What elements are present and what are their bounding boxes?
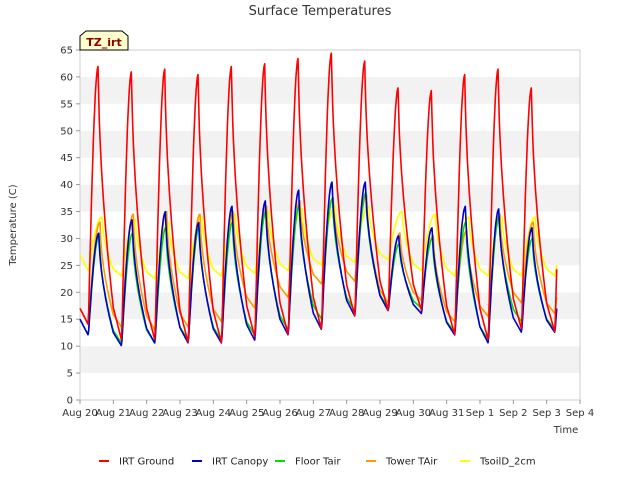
grid-band bbox=[80, 76, 580, 104]
y-axis: 0 5 10 15 20 25 30 35 40 45 50 55 60 65 bbox=[60, 46, 80, 407]
x-tick-label: Aug 28 bbox=[329, 408, 364, 419]
grid-band bbox=[80, 130, 580, 158]
x-tick-label: Sep 2 bbox=[499, 408, 527, 419]
y-tick-label: 0 bbox=[67, 396, 73, 407]
x-tick-label: Aug 22 bbox=[129, 408, 164, 419]
grid-band bbox=[80, 265, 580, 293]
y-tick-label: 45 bbox=[60, 153, 73, 164]
x-tick-label: Aug 24 bbox=[196, 408, 231, 419]
x-tick-label: Aug 29 bbox=[362, 408, 397, 419]
grid-band bbox=[80, 238, 580, 266]
x-tick-label: Aug 30 bbox=[396, 408, 431, 419]
x-tick-label: Aug 21 bbox=[96, 408, 131, 419]
legend-label: IRT Canopy bbox=[212, 457, 268, 468]
legend-label: TsoilD_2cm bbox=[479, 457, 536, 468]
x-tick-label: Aug 31 bbox=[429, 408, 464, 419]
series-line-tsoild-2cm bbox=[79, 205, 558, 280]
x-tick-label: Aug 23 bbox=[162, 408, 197, 419]
plot-frame bbox=[79, 49, 581, 401]
site-label-shape bbox=[79, 30, 129, 51]
y-tick-label: 60 bbox=[60, 72, 73, 83]
grid-band bbox=[80, 292, 580, 320]
y-tick-label: 10 bbox=[60, 342, 73, 353]
series-line-irt-ground bbox=[79, 52, 558, 344]
plot-background-bands bbox=[80, 50, 580, 400]
y-tick-label: 50 bbox=[60, 126, 73, 137]
x-tick-label: Sep 3 bbox=[532, 408, 560, 419]
legend-label: IRT Ground bbox=[119, 457, 174, 468]
legend-label: Floor Tair bbox=[295, 457, 341, 468]
legend: IRT Ground IRT Canopy Floor Tair Tower TAir… bbox=[99, 457, 536, 468]
x-tick-label: Sep 4 bbox=[566, 408, 594, 419]
grid-band bbox=[80, 103, 580, 131]
y-tick-label: 55 bbox=[60, 99, 73, 110]
y-axis-title: Temperature (C) bbox=[8, 184, 19, 266]
y-tick-label: 40 bbox=[60, 180, 73, 191]
legend-label: Tower TAir bbox=[385, 457, 438, 468]
site-label-box: TZ_irt bbox=[79, 30, 129, 51]
grid-band bbox=[80, 346, 580, 374]
x-tick-label: Aug 26 bbox=[262, 408, 297, 419]
y-tick-label: 25 bbox=[60, 261, 73, 272]
y-tick-label: 35 bbox=[60, 207, 73, 218]
chart-title: Surface Temperatures bbox=[249, 4, 392, 19]
site-label-text: TZ_irt bbox=[86, 36, 121, 49]
y-tick-label: 65 bbox=[60, 46, 73, 57]
y-tick-label: 15 bbox=[60, 315, 73, 326]
y-tick-label: 30 bbox=[60, 234, 73, 245]
x-tick-label: Aug 27 bbox=[296, 408, 331, 419]
x-tick-label: Sep 1 bbox=[466, 408, 494, 419]
grid-band bbox=[80, 319, 580, 347]
grid-band bbox=[80, 373, 580, 400]
y-tick-label: 5 bbox=[67, 369, 73, 380]
x-tick-label: Aug 20 bbox=[62, 408, 97, 419]
x-axis-title: Time bbox=[553, 425, 578, 436]
y-tick-label: 20 bbox=[60, 288, 73, 299]
series-line-irt-canopy bbox=[79, 181, 558, 347]
grid-band bbox=[80, 157, 580, 185]
x-tick-label: Aug 25 bbox=[229, 408, 264, 419]
series-lines bbox=[79, 52, 558, 347]
